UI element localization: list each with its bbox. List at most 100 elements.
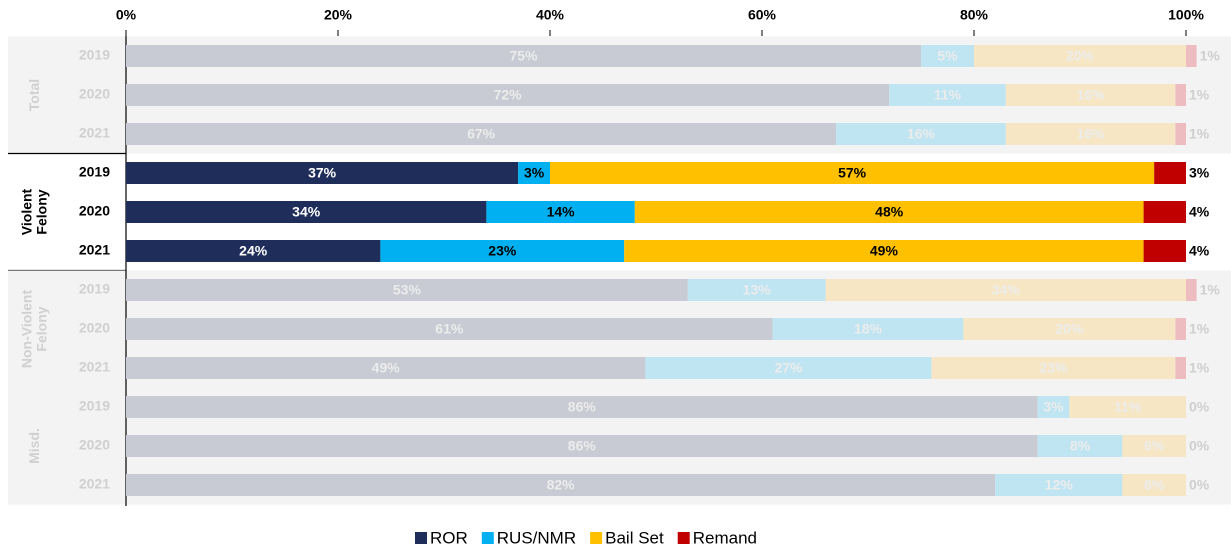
bar-segment [380,240,625,262]
legend-swatch [415,532,427,544]
bar-segment [1143,240,1186,262]
value-label: 82% [547,477,576,493]
value-label: 1% [1200,282,1221,298]
value-label: 1% [1189,360,1210,376]
bar-segment [921,45,974,67]
bar-segment [126,279,688,301]
bar-segment [825,279,1186,301]
value-label: 16% [1077,87,1106,103]
y-tick-label: 2021 [79,359,110,375]
x-tick-label: 40% [536,7,565,23]
legend-swatch [677,532,690,544]
value-label: 11% [934,87,962,103]
value-label: 75% [509,48,538,64]
x-tick-label: 20% [324,7,353,23]
bar-segment [1175,357,1186,379]
bar-segment [126,201,487,223]
group-label-line: Non-Violent [18,290,34,369]
bar-segment [1186,45,1197,67]
value-label: 23% [1039,360,1068,376]
bar-segment [889,84,1006,106]
bar-segment [974,45,1186,67]
value-label: 8% [1070,438,1091,454]
value-label: 1% [1189,321,1210,337]
bar-segment [963,318,1176,340]
legend-swatch [481,532,494,544]
bar-segment [126,318,773,340]
value-label: 86% [568,399,597,415]
bar-segment [126,123,837,145]
value-label: 24% [239,243,268,259]
value-label: 49% [870,243,899,259]
value-label: 57% [838,165,867,181]
y-tick-label: 2019 [79,398,110,414]
bar-segment [126,396,1038,418]
y-tick-label: 2021 [79,242,110,258]
value-label: 20% [1055,321,1084,337]
y-tick-label: 2020 [79,437,110,453]
group-label: Total [26,79,42,111]
value-label: 72% [494,87,523,103]
y-tick-label: 2021 [79,125,110,141]
value-label: 86% [568,438,597,454]
value-label: 67% [467,126,496,142]
value-label: 11% [1114,399,1142,415]
value-label: 3% [1043,399,1064,415]
bar-segment [645,357,932,379]
group-label: Non-ViolentFelony [18,290,49,369]
y-tick-label: 2020 [79,86,110,102]
bar-segment [1186,279,1197,301]
legend-swatch [590,532,603,544]
bar-segment [518,162,550,184]
bar-segment [1175,84,1186,106]
value-label: 53% [393,282,422,298]
group-label: ViolentFelony [18,188,49,235]
y-tick-label: 2020 [79,203,110,219]
bar-segment [486,201,635,223]
legend-label: RUS/NMR [497,528,576,547]
x-tick-label: 0% [116,7,137,23]
bar-segment [624,240,1144,262]
value-label: 23% [488,243,517,259]
bar-segment [126,435,1038,457]
y-tick-label: 2019 [79,164,110,180]
value-label: 0% [1189,399,1210,415]
value-label: 1% [1189,126,1210,142]
bar-segment [126,240,381,262]
group-label-line: Violent [18,188,34,235]
bar-segment [126,357,646,379]
value-label: 3% [1189,165,1210,181]
value-label: 5% [937,48,958,64]
group-label-line: Felony [33,306,49,351]
bar-segment [1122,474,1186,496]
bar-segment [1175,318,1186,340]
bar-segment [931,357,1176,379]
bar-segment [1143,201,1186,223]
value-label: 4% [1189,243,1210,259]
y-tick-label: 2021 [79,476,110,492]
value-label: 0% [1189,438,1210,454]
bar-segment [1037,435,1123,457]
value-label: 37% [308,165,337,181]
value-label: 27% [774,360,803,376]
bar-segment [634,201,1144,223]
value-label: 6% [1144,438,1165,454]
value-label: 13% [743,282,772,298]
bar-segment [1069,396,1186,418]
x-tick-label: 80% [960,7,989,23]
value-label: 16% [1077,126,1106,142]
value-label: 3% [524,165,545,181]
bar-segment [1037,396,1070,418]
value-label: 18% [854,321,883,337]
value-label: 48% [875,204,904,220]
bar-segment [1005,84,1176,106]
value-label: 0% [1189,477,1210,493]
value-label: 49% [372,360,401,376]
bar-segment [687,279,826,301]
bar-segment [126,84,890,106]
group-label-line: Felony [33,189,49,234]
bar-segment [126,162,519,184]
y-tick-label: 2019 [79,281,110,297]
group-label: Misd. [26,428,42,464]
